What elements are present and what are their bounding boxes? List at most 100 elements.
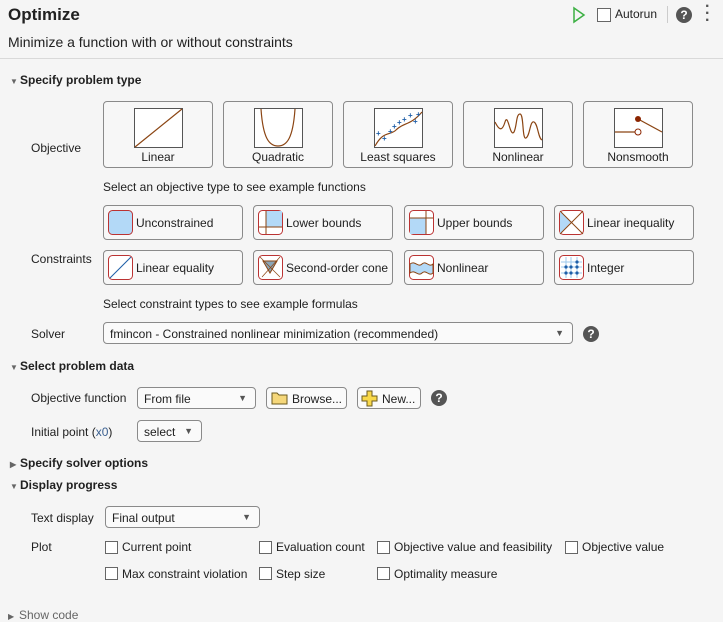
svg-text:+: + (413, 117, 418, 126)
section-display-progress[interactable]: ▼ Display progress (10, 478, 118, 492)
objective-nonsmooth-button[interactable]: Nonsmooth (583, 101, 693, 168)
section-select-problem-data[interactable]: ▼ Select problem data (10, 359, 135, 373)
folder-icon (271, 392, 288, 405)
show-code-label: Show code (19, 608, 79, 622)
constraints-label: Constraints (31, 252, 92, 266)
plot-max-constraint-violation-checkbox[interactable] (105, 567, 118, 580)
autorun-checkbox[interactable] (597, 8, 611, 22)
objective-linear-button[interactable]: Linear (103, 101, 213, 168)
constraint-unconstrained-button[interactable]: Unconstrained (103, 205, 243, 240)
plot-objective-value-checkbox[interactable] (565, 541, 578, 554)
chevron-down-icon: ▼ (184, 426, 193, 436)
objective-label: Least squares (360, 150, 436, 164)
initial-point-dropdown[interactable]: select ▼ (137, 420, 202, 442)
autorun-label: Autorun (615, 7, 658, 21)
new-button[interactable]: New... (357, 387, 421, 409)
section-specify-problem-type[interactable]: ▼ Specify problem type (10, 73, 142, 87)
lower-bounds-icon (258, 210, 283, 235)
solver-value: fmincon - Constrained nonlinear minimiza… (110, 327, 439, 341)
objective-function-dropdown[interactable]: From file ▼ (137, 387, 256, 409)
objective-function-value: From file (144, 392, 191, 406)
plot-option-label: Optimality measure (394, 567, 498, 581)
objective-nonlinear-button[interactable]: Nonlinear (463, 101, 573, 168)
show-code-toggle[interactable]: ▶ Show code (8, 608, 78, 622)
objective-label: Quadratic (251, 150, 305, 164)
svg-text:+: + (397, 118, 402, 127)
more-options-icon[interactable]: · · · (705, 0, 711, 29)
browse-button[interactable]: Browse... (266, 387, 347, 409)
solver-dropdown[interactable]: fmincon - Constrained nonlinear minimiza… (103, 322, 573, 344)
objective-function-help-icon[interactable]: ? (431, 390, 447, 406)
constraint-linear-inequality-button[interactable]: Linear inequality (554, 205, 694, 240)
run-icon[interactable] (572, 6, 586, 24)
initial-point-text: Initial point ( (31, 425, 96, 439)
svg-text:+: + (416, 110, 421, 119)
constraint-second-order-cone-button[interactable]: Second-order cone (253, 250, 393, 285)
page-subtitle: Minimize a function with or without cons… (8, 34, 293, 50)
objective-label: Nonlinear (492, 150, 544, 164)
upper-bounds-icon (409, 210, 434, 235)
constraint-label: Second-order cone (286, 261, 389, 275)
page-title: Optimize (8, 5, 80, 24)
constraint-nonlinear-button[interactable]: Nonlinear (404, 250, 544, 285)
solver-label: Solver (31, 327, 66, 341)
chevron-down-icon: ▼ (242, 512, 251, 522)
plot-current-point-checkbox[interactable] (105, 541, 118, 554)
section-title: Specify solver options (20, 456, 149, 470)
plus-icon (361, 390, 378, 407)
plot-option-label: Evaluation count (276, 540, 365, 554)
section-title: Display progress (20, 478, 118, 492)
text-display-dropdown[interactable]: Final output ▼ (105, 506, 260, 528)
unconstrained-icon (108, 210, 133, 235)
objective-function-label: Objective function (31, 391, 127, 405)
initial-point-var: x0 (95, 425, 109, 439)
constraint-label: Nonlinear (437, 261, 489, 275)
svg-text:+: + (382, 134, 387, 143)
svg-text:+: + (408, 111, 413, 120)
text-display-value: Final output (112, 511, 175, 525)
chevron-down-icon: ▼ (555, 328, 564, 338)
chevron-right-icon: ▶ (8, 612, 15, 621)
constraint-label: Unconstrained (136, 216, 214, 230)
help-icon[interactable]: ? (676, 7, 692, 23)
constraint-linear-equality-button[interactable]: Linear equality (103, 250, 243, 285)
toolbar-divider (667, 6, 668, 23)
objective-least-squares-button[interactable]: + + + + + + + + + Least squares (343, 101, 453, 168)
nonlinear-icon (494, 108, 543, 148)
plot-step-size-checkbox[interactable] (259, 567, 272, 580)
nonlinear-constraint-icon (409, 255, 434, 280)
plot-option-label: Objective value (582, 540, 665, 554)
plot-label: Plot (31, 540, 52, 554)
constraint-label: Linear equality (136, 261, 215, 275)
plot-objective-feasibility-checkbox[interactable] (377, 541, 390, 554)
svg-text:+: + (376, 129, 381, 138)
header-divider (0, 58, 723, 59)
new-label: New... (382, 392, 416, 406)
section-specify-solver-options[interactable]: ▶ Specify solver options (10, 456, 149, 470)
section-title: Select problem data (20, 359, 135, 373)
constraint-lower-bounds-button[interactable]: Lower bounds (253, 205, 393, 240)
constraint-hint: Select constraint types to see example f… (103, 297, 358, 311)
linear-equality-icon (108, 255, 133, 280)
plot-optimality-measure-checkbox[interactable] (377, 567, 390, 580)
solver-help-icon[interactable]: ? (583, 326, 599, 342)
constraint-label: Upper bounds (437, 216, 513, 230)
plot-evaluation-count-checkbox[interactable] (259, 541, 272, 554)
linear-inequality-icon (559, 210, 584, 235)
objective-label: Objective (31, 141, 82, 155)
svg-text:+: + (388, 127, 393, 136)
objective-quadratic-button[interactable]: Quadratic (223, 101, 333, 168)
constraint-label: Linear inequality (587, 216, 675, 230)
objective-label: Nonsmooth (607, 150, 669, 164)
constraint-label: Lower bounds (286, 216, 362, 230)
second-order-cone-icon (258, 255, 283, 280)
least-squares-icon: ++++ + + +++ (374, 108, 423, 148)
plot-option-label: Current point (122, 540, 192, 554)
section-title: Specify problem type (20, 73, 142, 87)
constraint-integer-button[interactable]: Integer (554, 250, 694, 285)
chevron-down-icon: ▼ (238, 393, 247, 403)
objective-label: Linear (141, 150, 175, 164)
svg-text:+: + (392, 122, 397, 131)
constraint-upper-bounds-button[interactable]: Upper bounds (404, 205, 544, 240)
constraint-label: Integer (587, 261, 625, 275)
